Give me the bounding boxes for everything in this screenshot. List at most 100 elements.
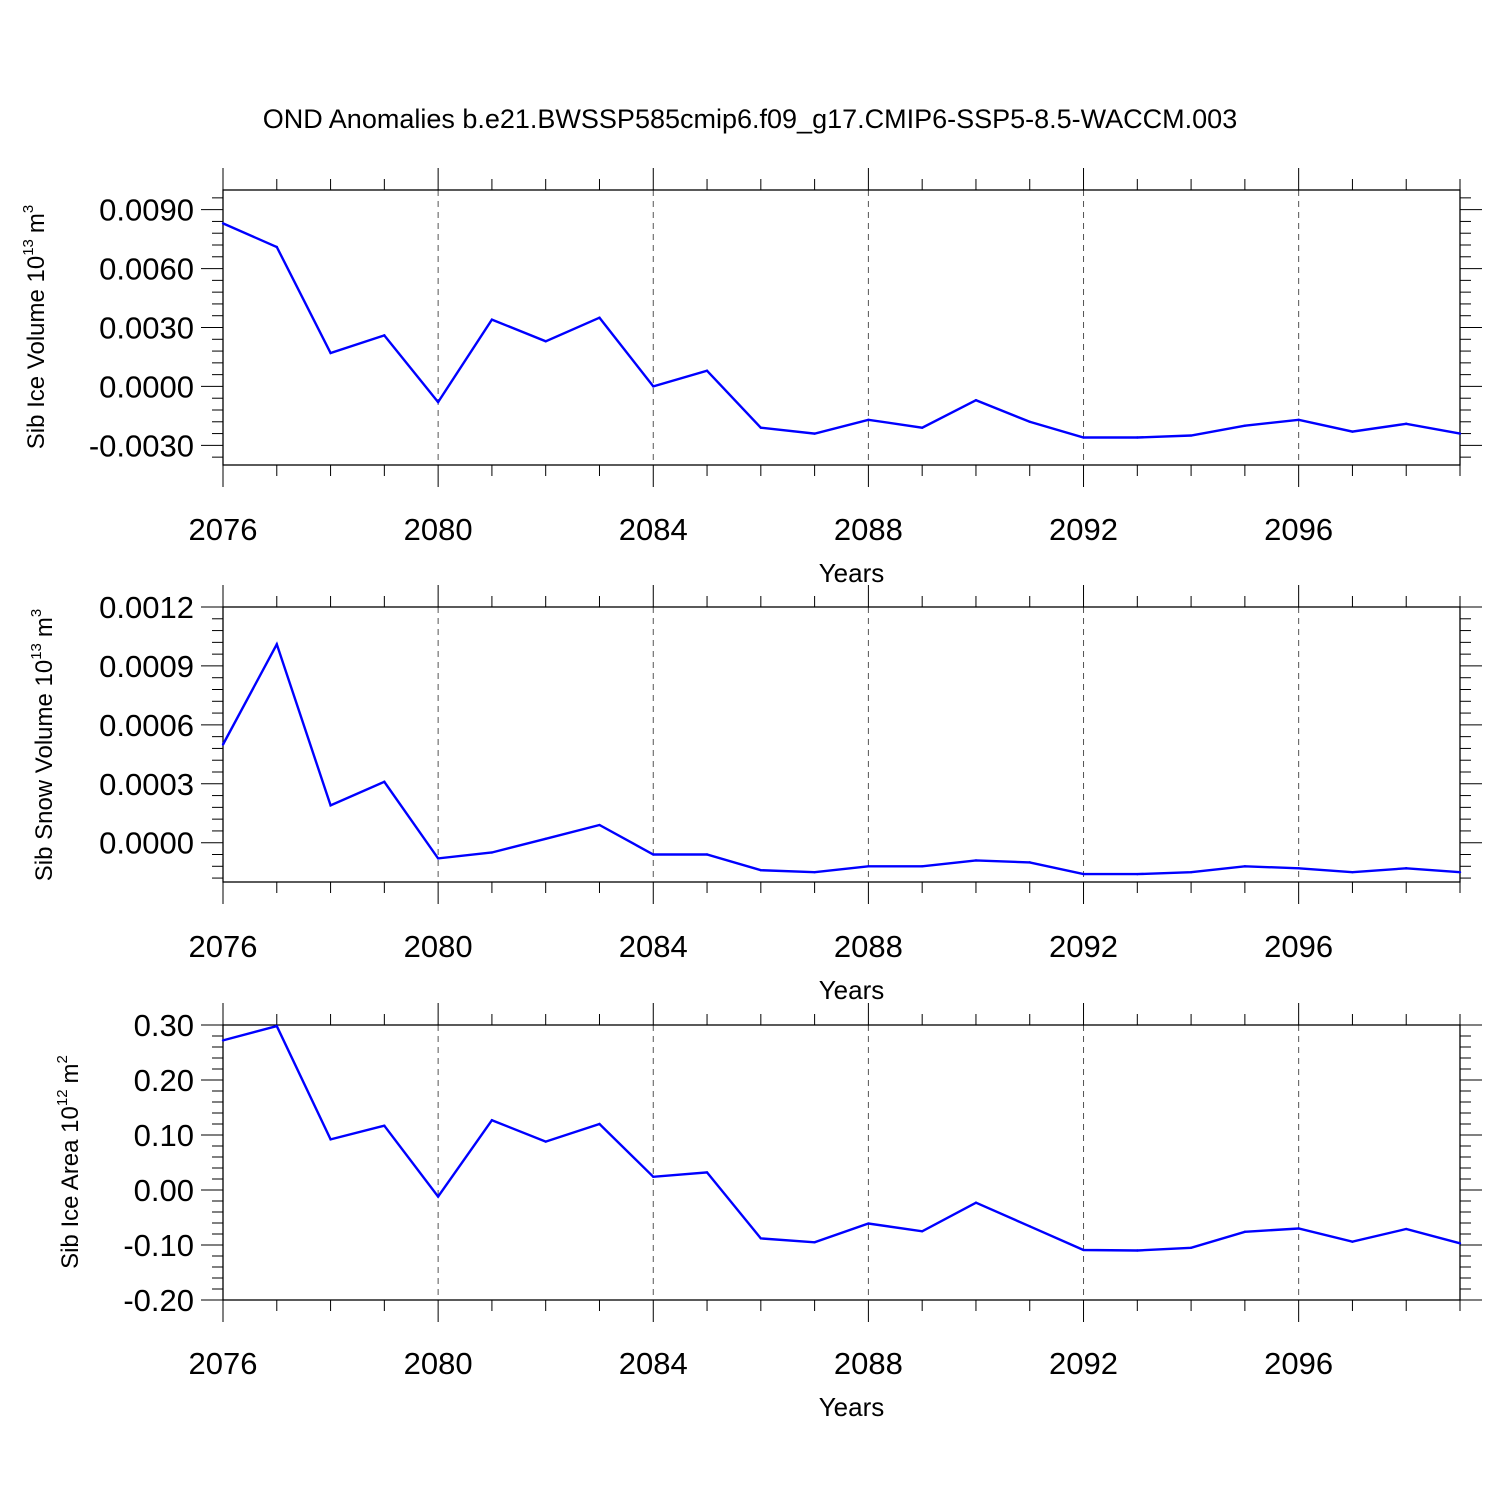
y-tick-label: 0.0012 bbox=[99, 590, 194, 625]
data-point bbox=[329, 351, 332, 355]
data-point bbox=[221, 743, 225, 746]
data-point bbox=[1297, 867, 1300, 870]
data-point bbox=[1405, 422, 1408, 425]
x-tick-label: 2076 bbox=[189, 929, 258, 964]
data-point bbox=[383, 1124, 386, 1127]
plot-frame bbox=[222, 1024, 1461, 1301]
data-point bbox=[1243, 424, 1247, 427]
y-tick-label: 0.0030 bbox=[99, 311, 194, 346]
data-point bbox=[598, 1122, 601, 1126]
x-tick-label: 2084 bbox=[619, 512, 688, 547]
x-tick-label: 2088 bbox=[834, 1346, 903, 1381]
data-point bbox=[705, 1171, 709, 1174]
y-tick-label: -0.0030 bbox=[89, 428, 194, 463]
data-point bbox=[1136, 872, 1139, 876]
y-axis-label: Sib Snow Volume 1013m3 bbox=[28, 609, 58, 882]
data-point bbox=[1028, 861, 1031, 864]
x-tick-label: 2096 bbox=[1264, 512, 1333, 547]
data-point bbox=[1189, 1246, 1193, 1249]
data-point bbox=[652, 385, 655, 388]
y-tick-label: 0.00 bbox=[134, 1173, 194, 1208]
x-axis-label: Years bbox=[819, 1392, 885, 1422]
data-point bbox=[1082, 1248, 1085, 1252]
data-point bbox=[1351, 1240, 1354, 1243]
x-tick-label: 2092 bbox=[1049, 1346, 1118, 1381]
data-point bbox=[974, 859, 978, 862]
y-axis-label: Sib Ice Volume 1013m3 bbox=[20, 205, 50, 449]
data-point bbox=[544, 340, 547, 343]
data-point bbox=[1082, 872, 1085, 876]
data-point bbox=[1458, 870, 1462, 874]
data-point bbox=[275, 643, 278, 646]
data-point bbox=[1243, 1230, 1247, 1234]
panel-1: 2076 2080 2084 2088 2092 2096 0.0090 0.0060 0.00… bbox=[20, 168, 1482, 588]
data-point bbox=[920, 426, 924, 429]
x-tick-label: 2076 bbox=[189, 512, 258, 547]
data-point bbox=[1405, 1227, 1408, 1231]
data-point bbox=[1458, 432, 1462, 435]
data-point bbox=[759, 1237, 763, 1240]
x-tick-label: 2084 bbox=[619, 1346, 688, 1381]
data-point bbox=[329, 804, 332, 807]
data-point bbox=[867, 418, 870, 422]
data-point bbox=[221, 1039, 225, 1042]
chart-title: OND Anomalies b.e21.BWSSP585cmip6.f09_g1… bbox=[263, 104, 1237, 134]
data-point bbox=[490, 851, 494, 854]
data-point bbox=[436, 857, 440, 860]
y-tick-label: 0.0006 bbox=[99, 708, 194, 743]
data-point bbox=[1028, 1225, 1031, 1228]
x-tick-label: 2096 bbox=[1264, 1346, 1333, 1381]
data-point bbox=[436, 400, 440, 404]
data-point bbox=[1189, 870, 1193, 874]
y-tick-label: 0.10 bbox=[134, 1118, 194, 1153]
x-tick-label: 2096 bbox=[1264, 929, 1333, 964]
data-point bbox=[1028, 420, 1031, 423]
data-point bbox=[705, 369, 709, 372]
data-point bbox=[1136, 1249, 1139, 1252]
plot-frame bbox=[222, 189, 1461, 466]
x-tick-label: 2092 bbox=[1049, 929, 1118, 964]
y-tick-label: 0.20 bbox=[134, 1063, 194, 1098]
data-point bbox=[544, 1140, 547, 1143]
plot-frame bbox=[222, 606, 1461, 883]
data-point bbox=[436, 1195, 440, 1198]
data-series-line bbox=[221, 641, 1461, 876]
data-point bbox=[813, 432, 816, 435]
y-tick-label: 0.0009 bbox=[99, 649, 194, 684]
data-point bbox=[598, 316, 601, 319]
data-point bbox=[652, 853, 655, 856]
panel-2: 2076 2080 2084 2088 2092 2096 0.0012 0.0009 0.00… bbox=[28, 585, 1482, 1005]
data-point bbox=[329, 1138, 332, 1141]
data-point bbox=[1351, 870, 1354, 874]
data-point bbox=[920, 865, 924, 868]
data-point bbox=[813, 1241, 816, 1244]
y-tick-label: 0.0060 bbox=[99, 252, 194, 287]
data-point bbox=[490, 318, 494, 321]
panel-3: 2076 2080 2084 2088 2092 2096 0.30 0.20 0.10 0.00… bbox=[54, 1003, 1482, 1422]
data-point bbox=[1297, 1227, 1300, 1230]
x-tick-label: 2080 bbox=[404, 929, 473, 964]
x-tick-label: 2092 bbox=[1049, 512, 1118, 547]
x-tick-label: 2080 bbox=[404, 1346, 473, 1381]
x-tick-label: 2088 bbox=[834, 512, 903, 547]
data-point bbox=[705, 853, 709, 856]
data-point bbox=[1136, 436, 1139, 439]
y-tick-label: 0.0003 bbox=[99, 767, 194, 802]
x-tick-label: 2080 bbox=[404, 512, 473, 547]
data-point bbox=[221, 222, 225, 225]
y-tick-label: -0.20 bbox=[123, 1283, 194, 1318]
data-point bbox=[759, 426, 763, 429]
data-point bbox=[275, 245, 278, 249]
x-tick-label: 2076 bbox=[189, 1346, 258, 1381]
data-point bbox=[1243, 865, 1247, 868]
data-point bbox=[1405, 867, 1408, 870]
y-axis-label: Sib Ice Area 1012m2 bbox=[54, 1055, 84, 1269]
x-tick-label: 2088 bbox=[834, 929, 903, 964]
data-series-line bbox=[222, 1024, 1461, 1252]
data-point bbox=[544, 837, 547, 840]
data-point bbox=[598, 823, 601, 827]
data-point bbox=[867, 865, 870, 868]
data-point bbox=[867, 1222, 870, 1225]
x-tick-label: 2084 bbox=[619, 929, 688, 964]
